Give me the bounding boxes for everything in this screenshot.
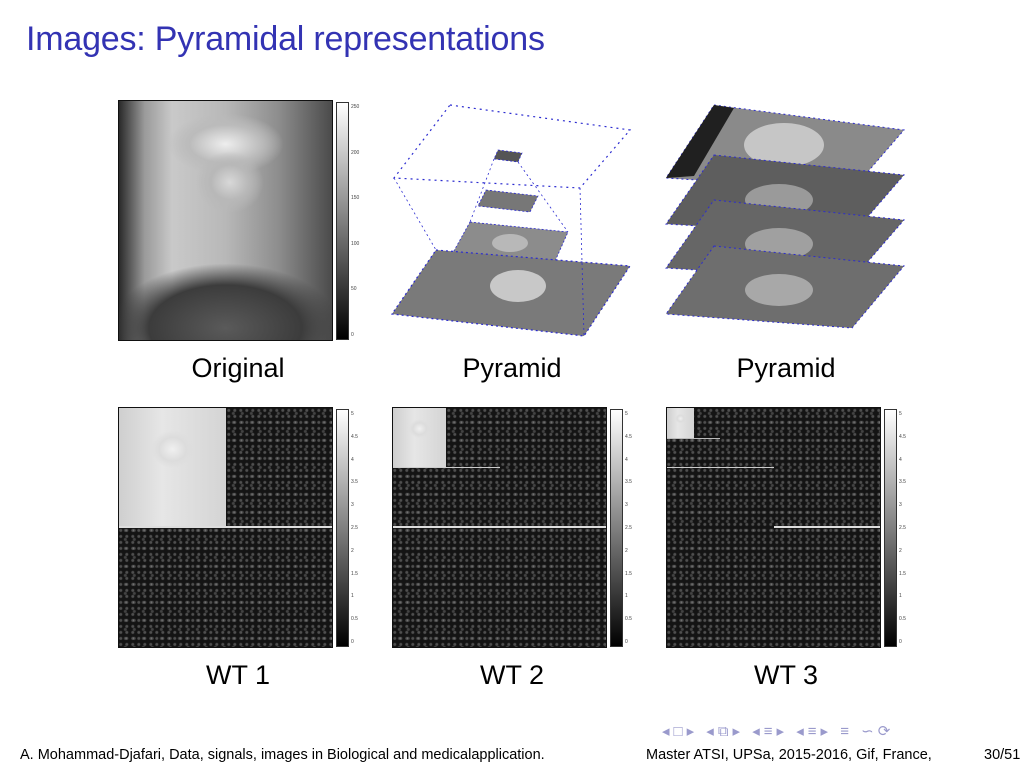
wt3-band-divider-h3 [774,526,880,528]
slide-title: Images: Pyramidal representations [26,20,545,58]
colorbar-tick-label: 0.5 [351,616,358,623]
wt2-approximation-band [393,408,446,467]
colorbar-tick-label: 3 [351,502,354,509]
colorbar-tick-label: 150 [351,195,360,202]
caption-pyramid-1: Pyramid [462,353,562,383]
caption-pyramid-2: Pyramid [736,353,836,383]
wt1-approximation-band [119,408,226,526]
colorbar-tick-label: 2.5 [899,525,906,531]
slide-footer: A. Mohammad-Djafari, Data, signals, imag… [20,747,1020,763]
wt2-band-divider-h2 [393,526,606,528]
colorbar-tick-label: 4 [351,456,354,463]
footer-course: Master ATSI, UPSa, 2015-2016, Gif, Franc… [646,747,932,763]
pyramid-figure-2 [665,104,906,329]
colorbar-tick-label: 1 [351,593,354,600]
colorbar-tick-label: 2.5 [625,525,632,531]
colorbar-tick-label: 250 [351,104,360,110]
colorbar-tick-label: 100 [351,240,360,247]
wt3-colorbar: 5 4.5 4 3.5 3 2.5 2 1.5 1 0.5 0 [884,409,906,647]
colorbar-tick-label: 4.5 [625,433,632,440]
footer-page-number: 30/51 [984,747,1021,763]
colorbar-tick-label: 4.5 [899,433,906,440]
colorbar-tick-label: 2 [351,547,354,554]
colorbar-tick-label: 1.5 [899,570,906,577]
colorbar-tick-label: 0 [351,639,354,645]
colorbar-tick-label: 0.5 [899,616,906,623]
footer-authors: A. Mohammad-Djafari, Data, signals, imag… [20,747,545,763]
colorbar-tick-label: 5 [351,411,354,417]
colorbar-tick-label: 1 [625,593,628,600]
colorbar-tick-label: 0.5 [625,616,632,623]
wt2-colorbar: 5 4.5 4 3.5 3 2.5 2 1.5 1 0.5 0 [610,409,632,647]
caption-wt1: WT 1 [205,660,270,690]
colorbar-tick-label: 200 [351,149,360,156]
original-colorbar: 250 200 150 100 50 0 [336,102,359,340]
colorbar-tick-label: 4 [625,456,628,463]
beamer-navigation: ◂□▸ ◂⧉▸ ◂≡▸ ◂≡▸ ≡ ∽⟳ [662,722,894,740]
wt1-colorbar: 5 4.5 4 3.5 3 2.5 2 1.5 1 0.5 0 [336,409,358,647]
caption-original: Original [191,353,285,383]
colorbar-tick-label: 3.5 [625,479,632,486]
colorbar-tick-label: 5 [625,411,628,417]
wt3-image [666,407,881,648]
colorbar-tick-label: 3.5 [899,479,906,486]
pyramid-figure-1 [390,104,632,337]
colorbar-tick-label: 0 [351,332,354,338]
colorbar-tick-label: 0 [899,639,902,645]
wt1-band-divider-h [119,526,332,528]
colorbar-tick-label: 2.5 [351,525,358,531]
wt2-band-divider-h1 [393,467,500,468]
nav-next-section-icon[interactable]: ◂≡▸ [796,723,833,740]
caption-wt3: WT 3 [753,660,818,690]
nav-prev-section-icon[interactable]: ◂≡▸ [752,723,789,740]
colorbar-tick-label: 0 [625,639,628,645]
colorbar-tick-label: 1.5 [351,570,358,577]
wt3-band-divider-h1 [667,438,720,439]
colorbar-tick-label: 2 [899,547,902,554]
nav-prev-frame-icon[interactable]: ◂□▸ [662,723,699,740]
colorbar-tick-label: 2 [625,547,628,554]
wt2-image [392,407,607,648]
wt3-approximation-band [667,408,694,438]
colorbar-tick-label: 3.5 [351,479,358,486]
colorbar-tick-label: 3 [625,502,628,509]
colorbar-tick-label: 4.5 [351,433,358,440]
wt1-image [118,407,333,648]
colorbar-tick-label: 1.5 [625,570,632,577]
nav-align-icon[interactable]: ≡ [840,723,853,740]
colorbar-tick-label: 50 [351,286,357,293]
colorbar-tick-label: 4 [899,456,902,463]
original-image [118,100,333,341]
wt3-band-divider-h2 [667,467,774,468]
nav-search-icon[interactable]: ∽⟳ [861,723,895,740]
caption-wt2: WT 2 [479,660,544,690]
colorbar-tick-label: 5 [899,411,902,417]
colorbar-tick-label: 1 [899,593,902,600]
colorbar-tick-label: 3 [899,502,902,509]
nav-next-frame-icon[interactable]: ◂⧉▸ [706,723,745,740]
